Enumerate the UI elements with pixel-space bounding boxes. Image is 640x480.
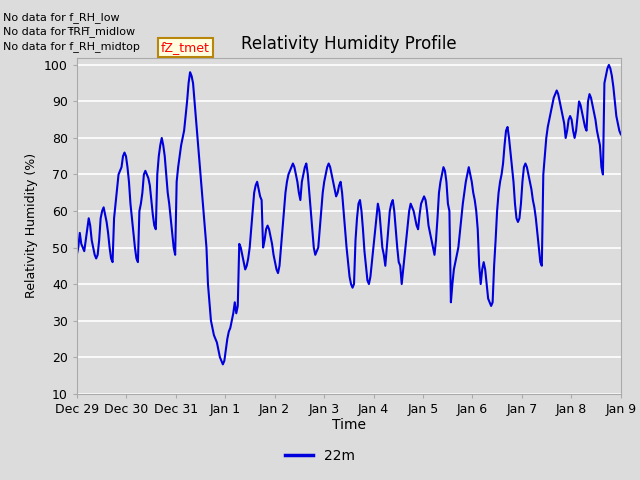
Text: fZ_tmet: fZ_tmet bbox=[161, 41, 210, 54]
Text: No data for f_RH_midtop: No data for f_RH_midtop bbox=[3, 41, 140, 52]
Y-axis label: Relativity Humidity (%): Relativity Humidity (%) bbox=[26, 153, 38, 298]
X-axis label: Time: Time bbox=[332, 419, 366, 432]
Text: No data for f̅RH̅_midlow: No data for f̅RH̅_midlow bbox=[3, 26, 135, 37]
Title: Relativity Humidity Profile: Relativity Humidity Profile bbox=[241, 35, 456, 53]
Legend: 22m: 22m bbox=[280, 443, 360, 468]
Text: No data for f_RH_low: No data for f_RH_low bbox=[3, 12, 120, 23]
